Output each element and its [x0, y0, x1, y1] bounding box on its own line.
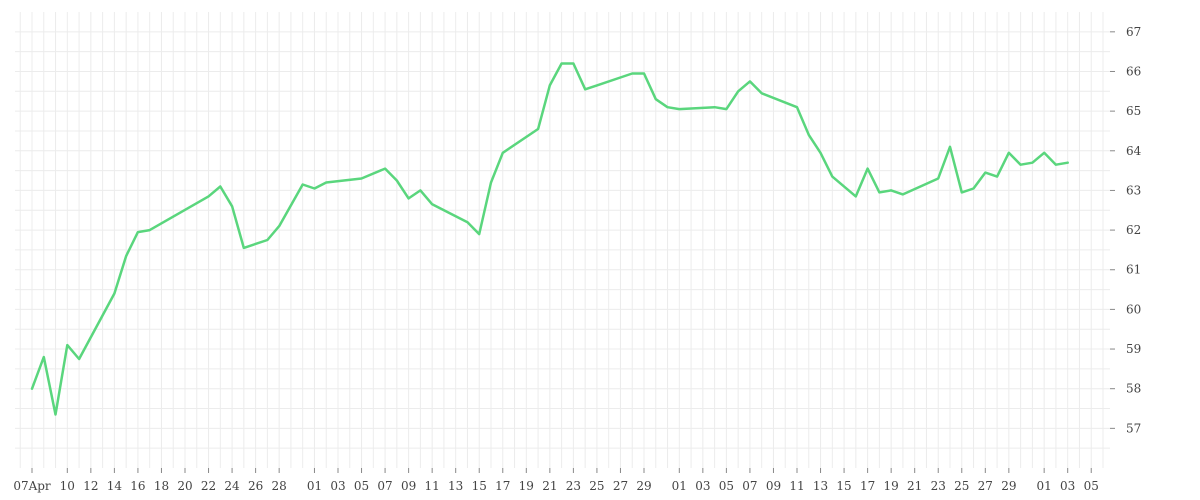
x-tick-label: 24: [224, 479, 240, 493]
x-tick-label: 05: [719, 479, 734, 493]
y-axis: 57 58 59 60 61 62 63 64 65 66 67: [1110, 25, 1142, 435]
x-tick-label: 16: [130, 479, 145, 493]
x-tick-label: 14: [107, 479, 123, 493]
x-axis: 07Apr 10 12 14 16 18 20 22 24 26 28 01 03 05 07 09 11 13 1…: [13, 468, 1099, 493]
x-tick-label: 10: [60, 479, 75, 493]
x-tick-label: 12: [83, 479, 98, 493]
x-tick-label: 07Apr: [13, 479, 51, 493]
y-tick-label: 65: [1126, 104, 1141, 118]
x-tick-label: 13: [813, 479, 828, 493]
y-tick-label: 63: [1126, 183, 1141, 197]
x-tick-label: 27: [978, 479, 993, 493]
y-tick-label: 61: [1126, 263, 1141, 277]
x-tick-label: 01: [672, 479, 687, 493]
x-tick-label: 25: [589, 479, 604, 493]
x-tick-label: 15: [836, 479, 851, 493]
x-tick-label: 22: [201, 479, 216, 493]
x-tick-label: 20: [177, 479, 192, 493]
y-tick-label: 67: [1126, 25, 1141, 39]
x-tick-label: 07: [377, 479, 392, 493]
x-tick-label: 23: [931, 479, 946, 493]
x-tick-label: 29: [1001, 479, 1016, 493]
y-tick-label: 59: [1126, 342, 1141, 356]
x-tick-label: 19: [884, 479, 899, 493]
x-tick-label: 26: [248, 479, 263, 493]
y-tick-label: 66: [1126, 64, 1141, 78]
x-tick-label: 29: [636, 479, 651, 493]
x-tick-label: 03: [1060, 479, 1075, 493]
y-tick-label: 60: [1126, 302, 1141, 316]
x-tick-label: 03: [695, 479, 710, 493]
x-tick-label: 18: [154, 479, 169, 493]
y-tick-label: 57: [1126, 421, 1141, 435]
x-tick-label: 05: [1084, 479, 1099, 493]
x-tick-label: 27: [613, 479, 628, 493]
y-tick-label: 58: [1126, 382, 1141, 396]
x-tick-label: 28: [272, 479, 287, 493]
x-tick-label: 09: [766, 479, 781, 493]
x-tick-label: 17: [495, 479, 510, 493]
x-tick-label: 11: [789, 479, 804, 493]
x-tick-label: 21: [542, 479, 557, 493]
x-tick-label: 15: [472, 479, 487, 493]
x-tick-label: 17: [860, 479, 875, 493]
series-line: [30, 62, 1069, 416]
x-tick-label: 09: [401, 479, 416, 493]
grid: [15, 12, 1110, 468]
y-tick-label: 62: [1126, 223, 1141, 237]
x-tick-label: 11: [425, 479, 440, 493]
x-tick-label: 13: [448, 479, 463, 493]
x-tick-label: 21: [907, 479, 922, 493]
x-tick-label: 01: [1037, 479, 1052, 493]
x-tick-label: 03: [330, 479, 345, 493]
x-tick-label: 25: [954, 479, 969, 493]
x-tick-label: 23: [566, 479, 581, 493]
x-tick-label: 07: [742, 479, 757, 493]
y-tick-label: 64: [1126, 144, 1142, 158]
x-tick-label: 05: [354, 479, 369, 493]
x-tick-label: 01: [307, 479, 322, 493]
x-tick-label: 19: [519, 479, 534, 493]
